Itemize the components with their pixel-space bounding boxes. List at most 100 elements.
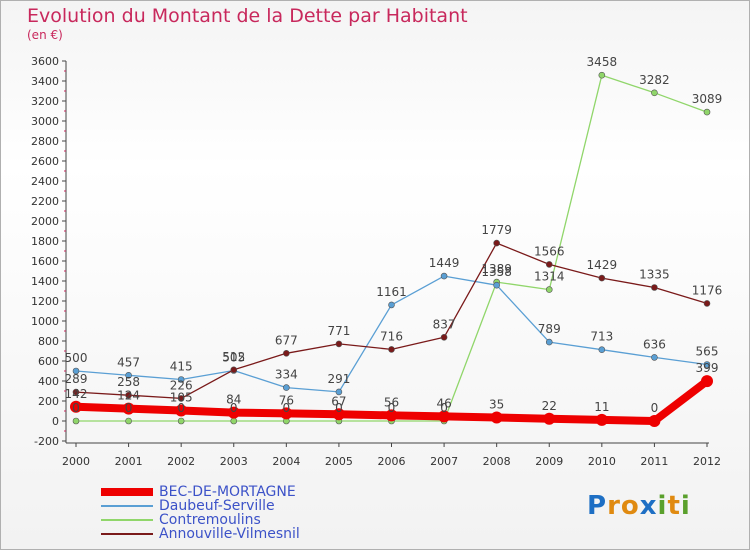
data-label: 46: [436, 396, 451, 410]
data-label: 505: [222, 351, 245, 365]
data-point: [72, 417, 80, 425]
data-label: 56: [384, 395, 399, 409]
data-label: 789: [538, 322, 561, 336]
legend-label: Daubeuf-Serville: [159, 498, 275, 514]
y-tick-label: 800: [38, 335, 59, 348]
x-tick-label: 2003: [220, 455, 248, 468]
y-tick-label: 0: [52, 415, 59, 428]
data-point: [230, 417, 238, 425]
data-label: 0: [230, 401, 238, 415]
y-tick-label: 400: [38, 375, 59, 388]
logo-letter: i: [657, 491, 668, 521]
data-point: [703, 108, 711, 116]
data-point: [385, 409, 398, 422]
data-label: 3089: [692, 92, 723, 106]
data-point: [72, 388, 80, 396]
data-label: 1314: [534, 270, 565, 284]
legend-swatch: [101, 533, 153, 535]
data-label: 415: [170, 360, 193, 374]
data-point: [177, 417, 185, 425]
data-label: 84: [226, 393, 241, 407]
data-label: 226: [170, 378, 193, 392]
data-point: [125, 391, 132, 399]
data-point: [545, 338, 553, 346]
y-tick-label: 200: [38, 395, 59, 408]
data-label: 0: [125, 401, 133, 415]
legend-swatch: [101, 488, 153, 496]
data-point: [598, 274, 606, 282]
legend-item-contremoulins[interactable]: Contremoulins: [101, 513, 300, 527]
data-label: 67: [331, 394, 346, 408]
y-tick-label: 1200: [31, 295, 59, 308]
data-label: 0: [388, 401, 396, 415]
y-tick-label: 1000: [31, 315, 59, 328]
data-point: [703, 300, 711, 307]
data-point: [440, 333, 448, 341]
data-label: 1335: [639, 268, 670, 282]
logo-letter: x: [639, 491, 658, 521]
data-point: [70, 400, 82, 413]
data-label: 0: [440, 401, 448, 415]
data-point: [493, 281, 500, 289]
legend-swatch: [101, 505, 153, 507]
legend-item-annouville-vilmesnil[interactable]: Annouville-Vilmesnil: [101, 527, 300, 541]
data-label: 0: [335, 401, 343, 415]
data-point: [440, 272, 448, 280]
legend: BEC-DE-MORTAGNE Daubeuf-Serville Contrem…: [101, 485, 300, 541]
data-label: 1358: [481, 265, 512, 279]
data-label: 500: [65, 351, 88, 365]
data-label: 1176: [692, 283, 723, 297]
data-point: [703, 361, 711, 368]
y-tick-label: -200: [34, 435, 59, 448]
data-point: [283, 384, 290, 391]
data-label: 636: [643, 337, 666, 351]
data-label: 1161: [376, 285, 407, 299]
data-label: 713: [590, 330, 613, 344]
y-tick-label: 1600: [31, 255, 59, 268]
data-label: 771: [327, 324, 350, 338]
data-point: [701, 375, 713, 388]
x-tick-label: 2008: [483, 455, 511, 468]
data-point: [280, 407, 293, 420]
data-point: [177, 376, 185, 383]
data-label: 1429: [587, 258, 618, 272]
data-label: 1389: [481, 262, 512, 276]
data-point: [595, 413, 608, 426]
x-tick-label: 2012: [693, 455, 721, 468]
data-label: 35: [489, 398, 504, 412]
data-label: 0: [177, 401, 185, 415]
y-tick-label: 2600: [31, 155, 59, 168]
y-tick-label: 2800: [31, 135, 59, 148]
data-point: [598, 71, 606, 79]
legend-label: BEC-DE-MORTAGNE: [159, 484, 296, 500]
y-tick-label: 3400: [31, 75, 59, 88]
data-point: [332, 408, 345, 421]
data-point: [175, 404, 188, 417]
data-label: 105: [170, 391, 193, 405]
data-label: 457: [117, 355, 140, 369]
data-label: 291: [327, 372, 350, 386]
y-tick-label: 3000: [31, 115, 59, 128]
data-label: 1449: [429, 256, 460, 270]
x-tick-label: 2007: [430, 455, 458, 468]
data-point: [545, 286, 553, 293]
data-point: [335, 388, 343, 396]
legend-label: Annouville-Vilmesnil: [159, 526, 300, 542]
data-label: 11: [594, 400, 609, 414]
data-label: 677: [275, 333, 298, 347]
data-point: [490, 411, 503, 424]
data-label: 258: [117, 375, 140, 389]
data-point: [227, 406, 240, 419]
legend-swatch: [101, 519, 153, 521]
data-point: [125, 371, 132, 379]
data-point: [72, 367, 80, 375]
x-tick-label: 2001: [115, 455, 143, 468]
x-tick-label: 2005: [325, 455, 353, 468]
x-tick-label: 2011: [640, 455, 668, 468]
legend-item-bec-de-mortagne[interactable]: BEC-DE-MORTAGNE: [101, 485, 300, 499]
data-label: 289: [65, 372, 88, 386]
data-point: [648, 415, 661, 427]
legend-item-daubeuf-serville[interactable]: Daubeuf-Serville: [101, 499, 300, 513]
